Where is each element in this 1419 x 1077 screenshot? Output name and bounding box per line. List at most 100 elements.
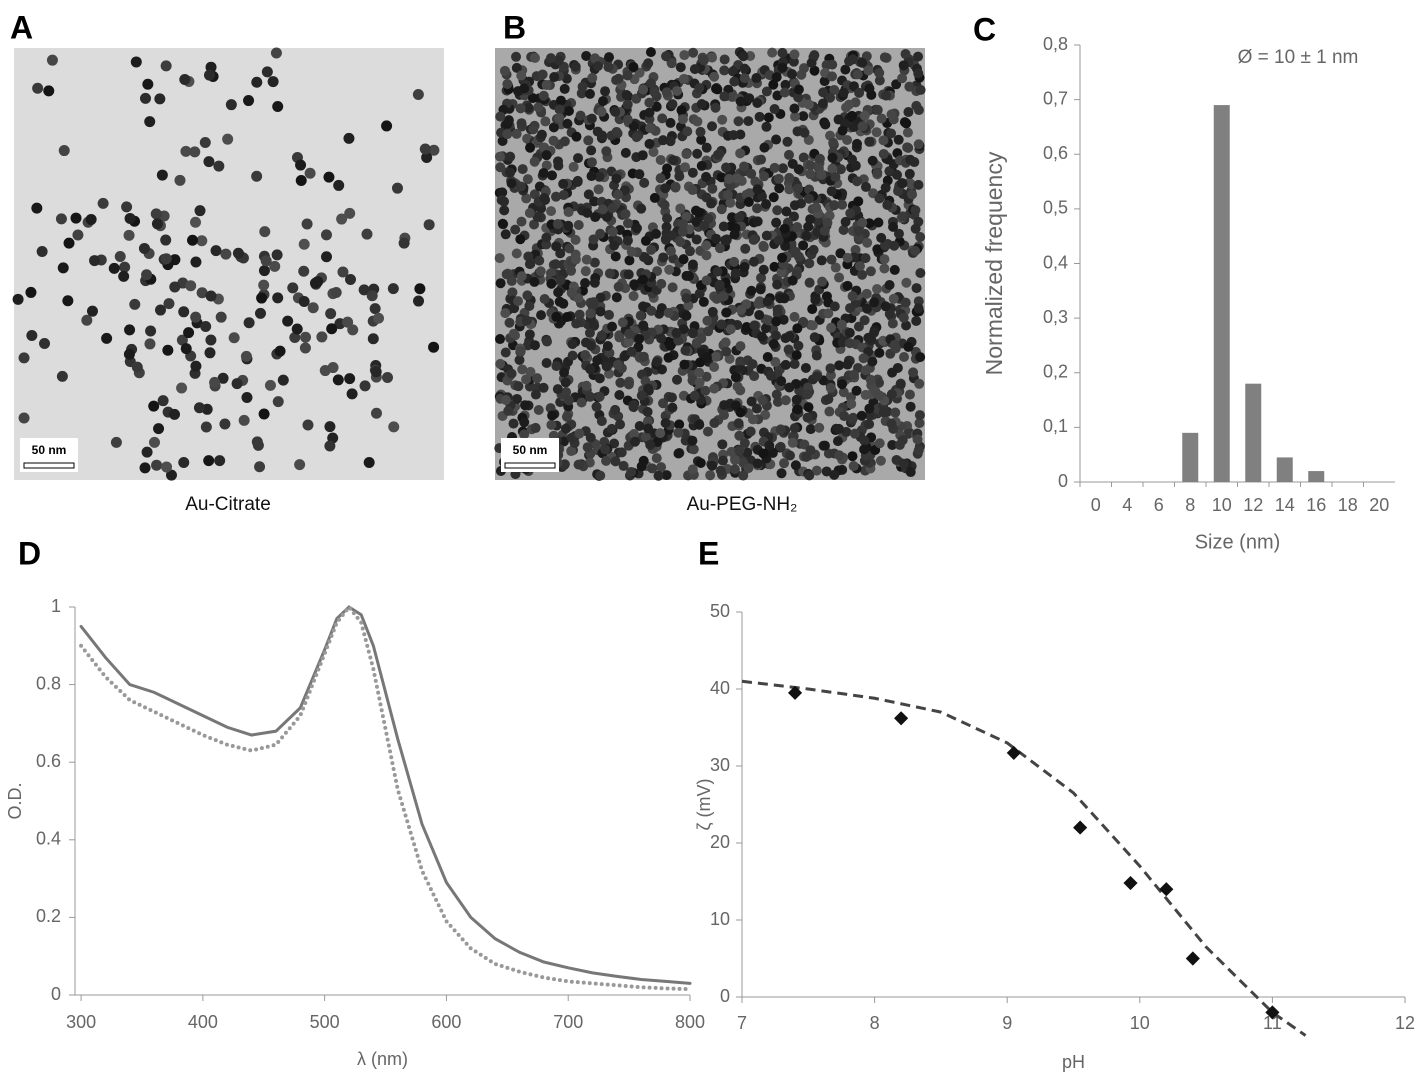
- nanoparticle: [373, 312, 385, 324]
- nanoparticle: [768, 79, 779, 90]
- nanoparticle: [867, 356, 878, 367]
- nanoparticle: [798, 240, 809, 251]
- nanoparticle: [596, 106, 607, 117]
- data-point: [787, 685, 803, 700]
- nanoparticle: [803, 221, 814, 232]
- nanoparticle: [495, 334, 506, 345]
- nanoparticle: [805, 214, 816, 225]
- nanoparticle: [46, 54, 58, 66]
- nanoparticle: [687, 435, 698, 446]
- nanoparticle: [25, 286, 37, 298]
- nanoparticle: [588, 234, 599, 245]
- nanoparticle: [915, 84, 926, 95]
- nanoparticle: [784, 331, 795, 342]
- nanoparticle: [610, 404, 621, 415]
- nanoparticle: [139, 462, 151, 474]
- nanoparticle: [231, 378, 243, 390]
- nanoparticle: [770, 357, 781, 368]
- nanoparticle: [913, 139, 924, 150]
- nanoparticle: [751, 73, 762, 84]
- panel-label: E: [698, 535, 719, 571]
- nanoparticle: [729, 76, 740, 87]
- nanoparticle: [309, 277, 321, 289]
- nanoparticle: [863, 65, 874, 76]
- nanoparticle: [594, 171, 605, 182]
- nanoparticle: [563, 395, 574, 406]
- nanoparticle: [563, 207, 574, 218]
- nanoparticle: [714, 279, 725, 290]
- nanoparticle: [790, 460, 801, 471]
- x-tick-label: 6: [1154, 495, 1164, 515]
- data-point: [1006, 745, 1021, 760]
- nanoparticle: [756, 154, 767, 165]
- nanoparticle: [872, 104, 883, 115]
- nanoparticle: [583, 189, 594, 200]
- scale-bar-label: 50 nm: [32, 443, 67, 457]
- nanoparticle: [529, 219, 540, 230]
- nanoparticle: [261, 66, 273, 78]
- nanoparticle: [656, 278, 667, 289]
- x-tick-label: 11: [1263, 1013, 1282, 1033]
- nanoparticle: [176, 382, 188, 394]
- nanoparticle: [788, 56, 799, 67]
- nanoparticle: [860, 365, 871, 376]
- nanoparticle: [277, 374, 289, 386]
- nanoparticle: [131, 361, 143, 373]
- nanoparticle: [609, 240, 620, 251]
- nanoparticle: [901, 320, 912, 331]
- nanoparticle: [566, 287, 577, 298]
- nanoparticle: [804, 258, 815, 269]
- nanoparticle: [553, 156, 564, 167]
- nanoparticle: [510, 224, 521, 235]
- nanoparticle: [302, 419, 314, 431]
- nanoparticle: [615, 377, 626, 388]
- nanoparticle: [513, 381, 524, 392]
- nanoparticle: [817, 276, 828, 287]
- nanoparticle: [695, 126, 706, 137]
- nanoparticle: [915, 352, 926, 363]
- nanoparticle: [559, 136, 570, 147]
- nanoparticle: [879, 263, 890, 274]
- nanoparticle: [123, 229, 135, 241]
- nanoparticle: [251, 76, 263, 88]
- nanoparticle: [547, 410, 558, 421]
- nanoparticle: [387, 283, 399, 295]
- nanoparticle: [589, 320, 600, 331]
- bar: [1182, 432, 1199, 482]
- nanoparticle: [640, 431, 651, 442]
- nanoparticle: [884, 280, 895, 291]
- nanoparticle: [298, 295, 310, 307]
- nanoparticle: [622, 70, 633, 81]
- nanoparticle: [709, 71, 720, 82]
- nanoparticle: [165, 469, 177, 481]
- nanoparticle: [545, 53, 556, 64]
- nanoparticle: [369, 303, 381, 315]
- nanoparticle: [774, 183, 785, 194]
- nanoparticle: [832, 436, 843, 447]
- nanoparticle: [611, 292, 622, 303]
- nanoparticle: [613, 189, 624, 200]
- nanoparticle: [575, 110, 586, 121]
- nanoparticle: [577, 285, 588, 296]
- nanoparticle: [733, 116, 744, 127]
- nanoparticle: [548, 135, 559, 146]
- nanoparticle: [520, 400, 531, 411]
- nanoparticle: [694, 367, 705, 378]
- nanoparticle: [645, 47, 656, 58]
- nanoparticle: [640, 235, 651, 246]
- nanoparticle: [661, 87, 672, 98]
- nanoparticle: [881, 90, 892, 101]
- nanoparticle: [558, 190, 569, 201]
- nanoparticle: [802, 412, 813, 423]
- nanoparticle: [602, 340, 613, 351]
- nanoparticle: [752, 203, 763, 214]
- nanoparticle: [876, 232, 887, 243]
- nanoparticle: [864, 218, 875, 229]
- y-tick-label: 0,3: [1043, 307, 1068, 327]
- nanoparticle: [656, 462, 667, 473]
- nanoparticle: [668, 155, 679, 166]
- nanoparticle: [604, 309, 615, 320]
- nanoparticle: [779, 293, 790, 304]
- nanoparticle: [821, 466, 832, 477]
- nanoparticle: [730, 454, 741, 465]
